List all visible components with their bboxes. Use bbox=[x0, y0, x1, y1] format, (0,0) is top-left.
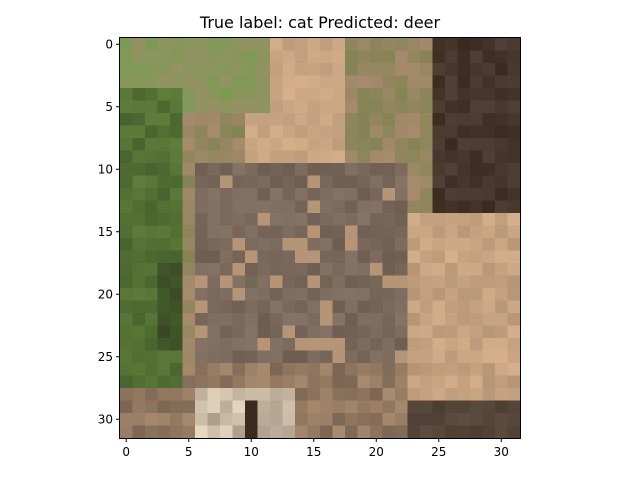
y-tick-label: 5 bbox=[105, 100, 113, 114]
x-tick-label: 10 bbox=[244, 445, 259, 459]
y-tick-label: 0 bbox=[105, 37, 113, 51]
x-tick-label: 0 bbox=[122, 445, 130, 459]
y-axis: 0 5 10 15 20 25 30 bbox=[98, 37, 120, 426]
figure-title: True label: cat Predicted: deer bbox=[199, 13, 441, 32]
y-tick-label: 30 bbox=[98, 412, 113, 426]
cat-image bbox=[120, 38, 521, 439]
y-tick-label: 25 bbox=[98, 350, 113, 364]
x-tick-label: 25 bbox=[431, 445, 446, 459]
x-tick-label: 20 bbox=[369, 445, 384, 459]
y-tick-label: 15 bbox=[98, 225, 113, 239]
x-tick-label: 15 bbox=[306, 445, 321, 459]
axes-frame bbox=[119, 37, 521, 439]
y-tick-label: 20 bbox=[98, 287, 113, 301]
y-tick-label: 10 bbox=[98, 162, 113, 176]
x-axis: 0 5 10 15 20 25 30 bbox=[122, 438, 509, 459]
x-tick-label: 30 bbox=[494, 445, 509, 459]
x-tick-label: 5 bbox=[185, 445, 193, 459]
